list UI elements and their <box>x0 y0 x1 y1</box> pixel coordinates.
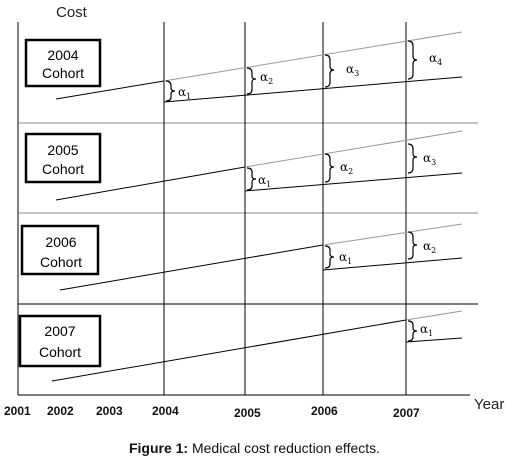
x-tick-label: 2005 <box>234 406 261 420</box>
brace-icon <box>407 40 418 80</box>
x-tick-label: 2006 <box>311 404 338 418</box>
base-cost-line <box>55 166 246 201</box>
alpha-label: α3 <box>346 62 359 78</box>
base-cost-line <box>51 319 407 382</box>
alpha-label: α4 <box>429 51 442 67</box>
cohort-label-box <box>24 132 102 184</box>
caption-text: Medical cost reduction effects. <box>188 440 381 456</box>
cohort-label-word: Cohort <box>40 254 82 270</box>
alpha-label: α2 <box>423 239 436 255</box>
reduced-cost-line <box>322 257 463 271</box>
reduced-cost-line <box>405 337 463 343</box>
alpha-label: α1 <box>178 85 191 101</box>
x-tick-label: 2003 <box>96 404 123 418</box>
brace-icon <box>165 80 176 102</box>
cohort-label-box <box>20 224 100 276</box>
caption-label: Figure 1: <box>128 440 189 456</box>
trend-line-gray <box>163 31 463 82</box>
cohort-label-box <box>18 314 102 368</box>
cohort-label-year: 2005 <box>47 142 78 158</box>
cohort-2007: 2007 Cohort α1 <box>18 310 463 382</box>
alpha-label: α2 <box>260 70 273 86</box>
brace-icon <box>407 143 418 174</box>
brace-icon <box>246 67 257 95</box>
cohort-label-box <box>24 38 102 88</box>
trend-line-gray <box>244 130 463 168</box>
x-tick-label: 2002 <box>47 404 74 418</box>
cohort-label-word: Cohort <box>39 344 81 360</box>
cohort-label-word: Cohort <box>42 65 84 81</box>
x-tick-label: 2001 <box>4 404 31 418</box>
trend-line-gray <box>405 310 463 321</box>
figure-caption: Figure 1: Medical cost reduction effects… <box>0 440 509 456</box>
alpha-label: α1 <box>258 173 271 189</box>
cohort-label-year: 2004 <box>47 47 78 63</box>
cohort-label-word: Cohort <box>42 161 84 177</box>
brace-icon <box>407 231 418 260</box>
trend-line-gray <box>322 223 463 246</box>
alpha-label: α2 <box>340 160 353 176</box>
brace-icon <box>246 167 257 191</box>
alpha-label: α1 <box>339 250 352 266</box>
base-cost-line <box>59 244 324 291</box>
base-cost-line <box>55 80 165 100</box>
cohort-2006: 2006 Cohort α1 α2 <box>20 223 463 291</box>
brace-icon <box>324 153 335 183</box>
brace-icon <box>407 320 418 342</box>
y-axis-label: Cost <box>56 4 88 21</box>
cohort-label-year: 2007 <box>44 323 75 339</box>
x-tick-labels: 2001 2002 2003 2004 2005 2006 2007 <box>4 404 420 420</box>
brace-icon <box>324 245 335 269</box>
x-tick-label: 2004 <box>152 404 179 418</box>
brace-icon <box>324 54 335 88</box>
alpha-label: α1 <box>420 322 433 338</box>
reduced-cost-line <box>244 172 463 192</box>
cohort-label-year: 2006 <box>45 234 76 250</box>
cohort-2004: 2004 Cohort α1 α2 α3 α4 <box>24 31 463 103</box>
reduced-cost-line <box>163 76 463 103</box>
alpha-label: α3 <box>423 151 436 167</box>
x-axis-label: Year <box>474 396 504 413</box>
cohort-2005: 2005 Cohort α1 α2 α3 <box>24 130 463 201</box>
x-tick-label: 2007 <box>393 406 420 420</box>
